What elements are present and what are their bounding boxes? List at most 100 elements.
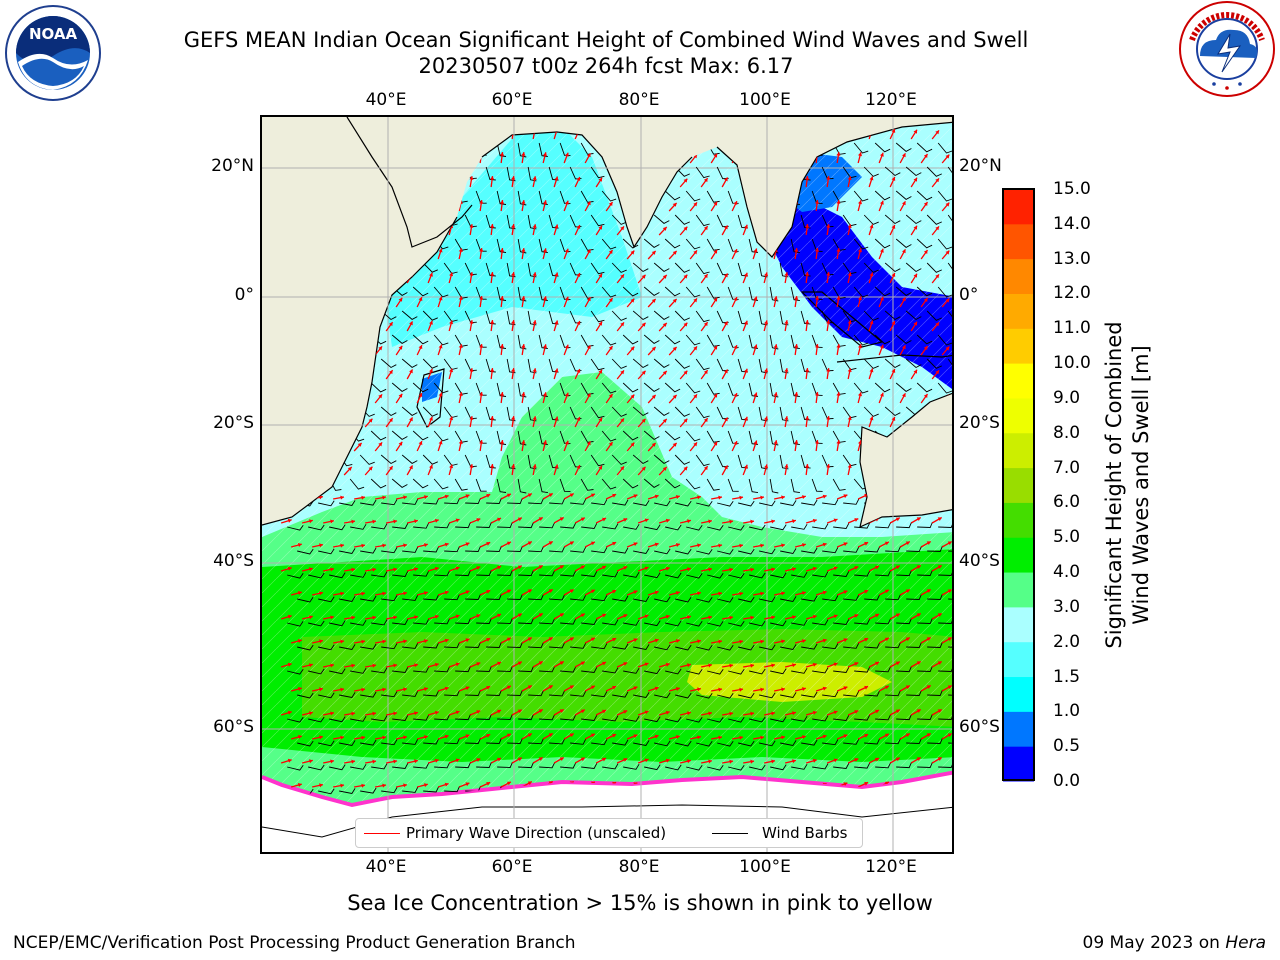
wave-direction-arrowhead xyxy=(945,346,950,351)
wind-barb xyxy=(812,715,829,722)
wave-direction-arrowhead xyxy=(424,783,428,788)
wave-direction-arrowhead xyxy=(750,663,754,668)
wave-direction-arrowhead xyxy=(724,273,728,278)
wind-barb xyxy=(422,406,438,417)
wind-barb xyxy=(590,358,605,371)
wave-direction-arrowhead xyxy=(771,663,775,668)
wind-barb xyxy=(833,666,850,673)
wave-direction-arrowhead xyxy=(926,733,931,737)
wave-direction-arrowhead xyxy=(403,735,407,740)
wave-direction-arrowhead xyxy=(297,687,302,691)
colorbar-tick-label: 9.0 xyxy=(1053,387,1081,408)
wave-direction-arrowhead xyxy=(623,758,628,762)
wave-direction-arrowhead xyxy=(497,757,501,762)
wind-barb xyxy=(770,764,787,771)
wave-direction-arrowhead xyxy=(858,248,862,253)
wind-barb xyxy=(853,142,869,154)
wave-direction-arrowhead xyxy=(538,709,543,713)
wave-direction-arrowhead xyxy=(444,734,449,739)
wind-barb xyxy=(486,593,502,600)
wave-direction-arrowhead xyxy=(693,298,697,303)
wave-direction-arrowhead xyxy=(794,440,799,444)
wave-direction-arrowhead xyxy=(651,346,656,351)
wave-direction-arrowhead xyxy=(644,566,649,571)
wind-barb xyxy=(633,500,650,507)
wave-direction-arrowhead xyxy=(506,589,511,594)
wind-barb xyxy=(675,548,692,555)
wind-barb xyxy=(580,190,594,203)
wind-barb xyxy=(686,524,703,531)
wind-barb xyxy=(539,762,556,769)
wave-direction-arrowhead xyxy=(382,591,386,596)
wave-direction-arrowhead xyxy=(916,517,921,521)
wind-barb xyxy=(433,478,449,490)
wind-barb xyxy=(486,545,502,552)
wave-direction-arrowhead xyxy=(586,297,591,302)
wave-direction-arrowhead xyxy=(630,346,635,351)
wind-barb xyxy=(790,382,800,398)
wave-direction-arrowhead xyxy=(409,321,413,326)
wave-direction-arrowhead xyxy=(847,464,852,468)
wave-direction-arrowhead xyxy=(414,759,418,764)
wind-barb xyxy=(696,692,713,699)
wind-barb xyxy=(643,478,660,488)
wave-direction-arrowhead xyxy=(687,663,691,668)
wind-barb xyxy=(423,690,440,697)
wave-direction-arrowhead xyxy=(675,735,680,739)
wind-barb xyxy=(308,716,325,723)
wind-barb xyxy=(518,761,535,769)
wave-direction-arrowhead xyxy=(319,783,323,788)
wind-barb xyxy=(392,714,409,721)
wind-barb xyxy=(518,713,535,721)
wind-barb xyxy=(287,668,304,675)
wave-direction-arrowhead xyxy=(414,711,418,716)
wind-barb xyxy=(444,690,461,697)
wave-direction-arrowhead xyxy=(580,661,585,666)
wind-barb xyxy=(602,667,619,674)
wave-direction-arrowhead xyxy=(521,392,526,396)
wave-direction-arrowhead xyxy=(398,393,403,398)
wave-direction-arrowhead xyxy=(434,614,439,619)
wave-direction-arrowhead xyxy=(486,734,491,738)
wave-direction-arrowhead xyxy=(771,567,775,572)
wind-barb xyxy=(800,310,811,325)
wave-direction-arrowhead xyxy=(382,783,386,788)
wave-direction-arrowhead xyxy=(297,543,302,547)
wind-barb xyxy=(885,594,902,601)
wave-direction-arrowhead xyxy=(891,321,896,325)
wind-barb xyxy=(674,406,690,417)
wind-barb xyxy=(433,334,449,346)
wave-direction-arrowhead xyxy=(434,758,439,763)
wave-direction-arrowhead xyxy=(559,517,564,521)
wind-barb xyxy=(633,596,650,603)
wind-barb xyxy=(654,644,671,651)
wind-barb xyxy=(884,358,901,369)
wind-barb xyxy=(518,665,535,673)
colorbar-swatch xyxy=(1003,537,1034,573)
wave-direction-arrowhead xyxy=(905,685,910,690)
wind-barb xyxy=(560,666,577,673)
wave-direction-arrowhead xyxy=(935,130,939,135)
wave-direction-arrowhead xyxy=(287,758,292,763)
wave-direction-arrowhead xyxy=(895,565,900,570)
wave-direction-arrowhead xyxy=(620,226,624,231)
wave-direction-arrowhead xyxy=(937,661,942,665)
wave-direction-arrowhead xyxy=(836,248,841,252)
wave-direction-arrowhead xyxy=(602,709,606,714)
wind-barb xyxy=(412,334,429,345)
wave-direction-arrowhead xyxy=(429,272,433,277)
wave-direction-arrowhead xyxy=(764,416,769,421)
wave-direction-arrowhead xyxy=(739,543,743,548)
wind-barb xyxy=(401,358,418,368)
wind-barb xyxy=(308,668,325,675)
wave-direction-arrowhead xyxy=(880,344,884,349)
wind-barb xyxy=(864,738,881,745)
wave-direction-arrowhead xyxy=(923,250,928,254)
wind-barb xyxy=(738,500,755,507)
coast-australia xyxy=(859,392,952,529)
wave-direction-arrowhead xyxy=(576,273,581,277)
wind-barb xyxy=(287,524,304,531)
wave-direction-arrowhead xyxy=(569,541,574,546)
wave-direction-arrowhead xyxy=(497,661,501,666)
wave-direction-arrowhead xyxy=(916,613,921,617)
